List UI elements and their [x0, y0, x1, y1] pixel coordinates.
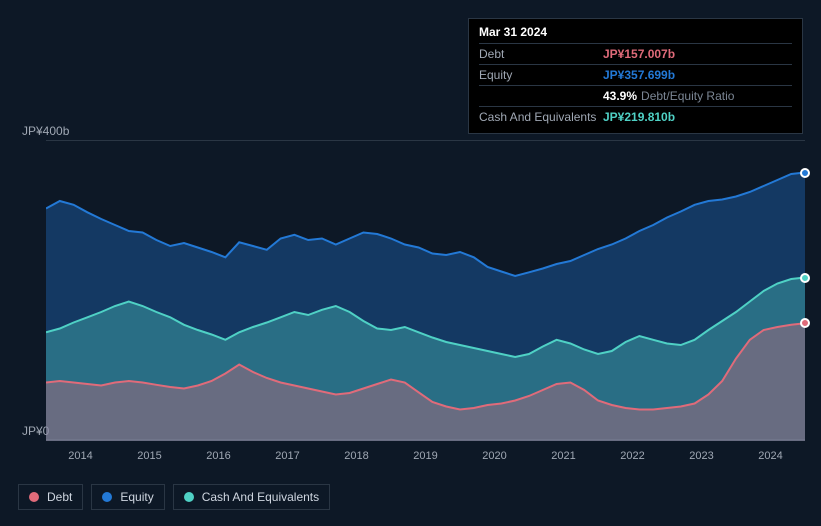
tooltip-row-value: JP¥157.007b	[603, 47, 675, 61]
tooltip-date: Mar 31 2024	[479, 25, 792, 43]
x-axis-tick: 2023	[689, 450, 713, 462]
tooltip-row: 43.9% Debt/Equity Ratio	[479, 85, 792, 106]
legend-item[interactable]: Debt	[18, 484, 83, 510]
x-axis-tick: 2022	[620, 450, 644, 462]
x-axis-tick: 2017	[275, 450, 299, 462]
tooltip-row: DebtJP¥157.007b	[479, 43, 792, 64]
x-axis-tick: 2024	[758, 450, 782, 462]
tooltip-row-value: 43.9%	[603, 89, 637, 103]
x-axis: 2014 2015 2016 2017 2018 2019 2020 2021 2022 2023…	[46, 450, 805, 466]
tooltip-row-value: JP¥357.699b	[603, 68, 675, 82]
tooltip-row-label: Cash And Equivalents	[479, 110, 603, 124]
legend-dot-icon	[29, 492, 39, 502]
legend-dot-icon	[102, 492, 112, 502]
tooltip-row-label: Equity	[479, 68, 603, 82]
legend-item[interactable]: Cash And Equivalents	[173, 484, 330, 510]
x-axis-tick: 2019	[413, 450, 437, 462]
legend-dot-icon	[184, 492, 194, 502]
series-end-marker	[800, 168, 810, 178]
chart-tooltip: Mar 31 2024 DebtJP¥157.007bEquityJP¥357.…	[468, 18, 803, 134]
series-end-marker	[800, 318, 810, 328]
x-axis-tick: 2021	[551, 450, 575, 462]
tooltip-row: EquityJP¥357.699b	[479, 64, 792, 85]
legend-item-label: Cash And Equivalents	[202, 490, 319, 504]
tooltip-row: Cash And EquivalentsJP¥219.810b	[479, 106, 792, 127]
tooltip-row-sublabel: Debt/Equity Ratio	[641, 89, 734, 103]
tooltip-row-label	[479, 89, 603, 103]
x-axis-tick: 2020	[482, 450, 506, 462]
series-end-marker	[800, 273, 810, 283]
chart-plot-area[interactable]	[46, 140, 805, 440]
y-axis-max-label: JP¥400b	[22, 124, 69, 138]
tooltip-row-label: Debt	[479, 47, 603, 61]
legend-item-label: Equity	[120, 490, 153, 504]
chart-legend: Debt Equity Cash And Equivalents	[18, 484, 330, 510]
tooltip-row-value: JP¥219.810b	[603, 110, 675, 124]
x-axis-tick: 2014	[68, 450, 92, 462]
legend-item[interactable]: Equity	[91, 484, 164, 510]
x-axis-tick: 2016	[206, 450, 230, 462]
legend-item-label: Debt	[47, 490, 72, 504]
x-axis-tick: 2018	[344, 450, 368, 462]
x-axis-tick: 2015	[137, 450, 161, 462]
